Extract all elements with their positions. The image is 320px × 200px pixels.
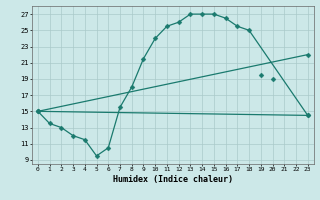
X-axis label: Humidex (Indice chaleur): Humidex (Indice chaleur) bbox=[113, 175, 233, 184]
